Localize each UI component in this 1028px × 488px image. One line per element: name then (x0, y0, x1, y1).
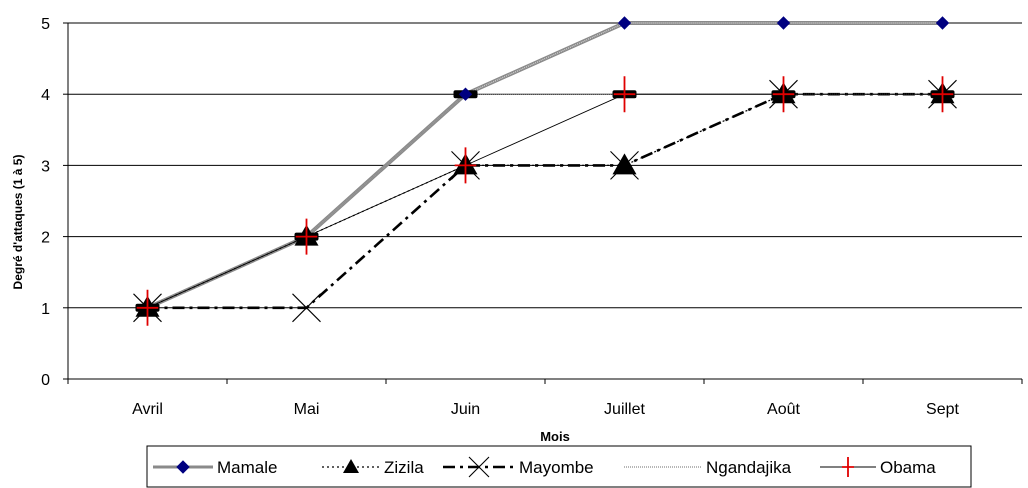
point-obama (136, 289, 159, 326)
y-tick-label: 0 (41, 372, 50, 389)
point-mamale (935, 16, 950, 30)
legend-marker-mamale (176, 460, 190, 474)
series-line-ngandajika (147, 93, 943, 309)
point-mamale (617, 16, 632, 30)
legend-marker-obama (842, 457, 854, 477)
series-line-inner-mamale (147, 22, 943, 309)
x-tick-label: Juillet (604, 401, 645, 418)
point-obama (454, 147, 477, 184)
point-mamale (458, 87, 473, 101)
series-line-zizila (147, 93, 943, 309)
series-line-obama (147, 93, 943, 309)
legend-box (146, 445, 972, 488)
y-tick-label: 3 (41, 158, 50, 175)
x-axis-label: Mois (540, 429, 570, 444)
x-tick-label: Sept (926, 401, 959, 418)
x-tick-labels: Avril Mai Juin Juillet Août Sept (132, 401, 959, 418)
y-tick-label: 2 (41, 230, 50, 247)
point-obama (613, 76, 636, 113)
y-tick-label: 1 (41, 301, 50, 318)
x-tick-label: Mai (294, 401, 320, 418)
grid-lines (63, 22, 1022, 380)
point-zizila (612, 153, 637, 175)
series-lines (146, 21, 943, 310)
legend: Mamale Zizila Mayombe Ngandajika Obama (146, 445, 972, 488)
axes (67, 23, 1023, 384)
x-tick-label: Juin (451, 401, 480, 418)
legend-label: Ngandajika (706, 458, 792, 477)
series-markers (133, 16, 957, 326)
legend-marker-mayombe (468, 456, 490, 478)
legend-label: Mayombe (519, 458, 594, 477)
legend-label: Obama (880, 458, 936, 477)
point-obama (931, 76, 954, 113)
point-obama (772, 76, 795, 113)
y-tick-label: 4 (41, 87, 50, 104)
legend-marker-zizila (343, 459, 359, 473)
series-line-mayombe (147, 92, 943, 310)
point-mayombe (292, 293, 321, 323)
x-tick-label: Avril (132, 401, 163, 418)
y-tick-labels: 0 1 2 3 4 5 (41, 16, 50, 389)
legend-label: Zizila (384, 458, 424, 477)
y-axis-label: Degré d'attaques (1 à 5) (11, 155, 25, 290)
point-obama (295, 218, 318, 255)
point-mamale (776, 16, 791, 30)
y-tick-label: 5 (41, 16, 50, 33)
x-tick-label: Août (767, 401, 800, 418)
legend-label: Mamale (217, 458, 277, 477)
point-mayombe (610, 151, 639, 180)
